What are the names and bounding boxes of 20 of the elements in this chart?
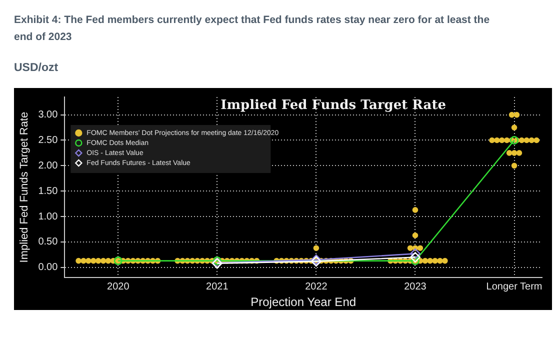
x-tick-label: 2021 bbox=[206, 281, 229, 292]
annotation: Implied Fed Funds Target Rate bbox=[220, 98, 446, 113]
y-tick-label: 0.00 bbox=[38, 262, 58, 274]
x-axis-title: Projection Year End bbox=[250, 295, 356, 310]
chart-subtitle: USD/ozt bbox=[14, 62, 58, 74]
x-tick-label: 2023 bbox=[404, 281, 427, 292]
chart-title: Exhibit 4: The Fed members currently expect that Fed funds rates stay near zero for at least the end of 2023 bbox=[14, 13, 491, 45]
y-tick-label: 1.50 bbox=[38, 186, 58, 197]
x-tick-label: Longer Term bbox=[486, 281, 542, 292]
point bbox=[410, 252, 420, 262]
point bbox=[410, 248, 420, 259]
x-tick-label: 2020 bbox=[107, 281, 130, 292]
y-tick-label: 1.00 bbox=[38, 211, 58, 222]
point bbox=[510, 136, 519, 144]
y-axis-title: Implied Fed Funds Target Rate bbox=[18, 112, 31, 263]
y-tick-label: 0.50 bbox=[38, 236, 58, 248]
y-tick-label: 2.00 bbox=[38, 160, 58, 172]
y-tick-label: 2.50 bbox=[38, 134, 58, 146]
y-tick-label: 3.00 bbox=[38, 110, 58, 121]
x-tick-label: 2022 bbox=[305, 281, 328, 292]
